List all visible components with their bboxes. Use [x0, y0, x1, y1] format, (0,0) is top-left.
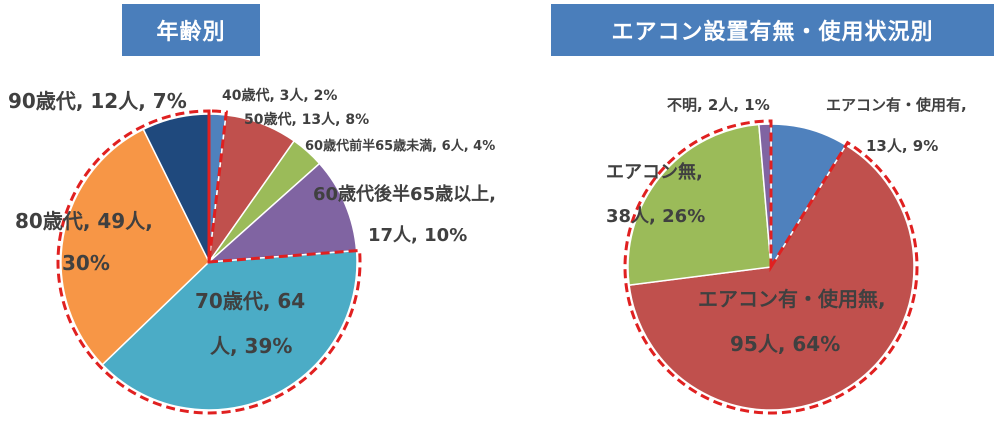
age-pie	[56, 109, 362, 415]
age-chart-title: 年齢別	[122, 4, 260, 56]
label-50s: 50歳代, 13人, 8%	[244, 111, 369, 128]
age-slice-4	[101, 249, 358, 411]
ac-slice-1	[628, 144, 915, 411]
label-60s-early: 60歳代前半65歳未満, 6人, 4%	[305, 138, 495, 154]
label-ac-use-line2: 13人, 9%	[866, 137, 938, 155]
label-40s: 40歳代, 3人, 2%	[222, 87, 337, 104]
ac-pie	[623, 119, 919, 415]
age-highlight-outline	[56, 109, 362, 415]
age-highlight-outline-40s	[207, 109, 228, 263]
label-ac-nouse-line2: 95人, 64%	[730, 332, 840, 356]
label-80s-line2: 30%	[62, 251, 110, 275]
age-slice-3	[206, 162, 358, 263]
label-ac-none-line1: エアコン無,	[606, 161, 703, 183]
ac-highlight-outline	[623, 119, 919, 415]
label-70s-line1: 70歳代, 64	[195, 289, 305, 313]
label-60s-late-line2: 17人, 10%	[368, 225, 467, 246]
label-ac-none-line2: 38人, 26%	[606, 206, 705, 227]
ac-slice-2	[627, 123, 772, 287]
label-ac-nouse-line1: エアコン有・使用無,	[698, 287, 886, 311]
label-70s-line2: 人, 39%	[210, 334, 292, 358]
label-80s-line1: 80歳代, 49人,	[15, 209, 153, 233]
label-unknown: 不明, 2人, 1%	[667, 96, 770, 114]
ac-chart-title: エアコン設置有無・使用状況別	[551, 4, 994, 56]
label-90s: 90歳代, 12人, 7%	[8, 89, 187, 113]
label-60s-late-line1: 60歳代後半65歳以上,	[313, 183, 496, 205]
label-ac-use-line1: エアコン有・使用有,	[826, 96, 967, 114]
